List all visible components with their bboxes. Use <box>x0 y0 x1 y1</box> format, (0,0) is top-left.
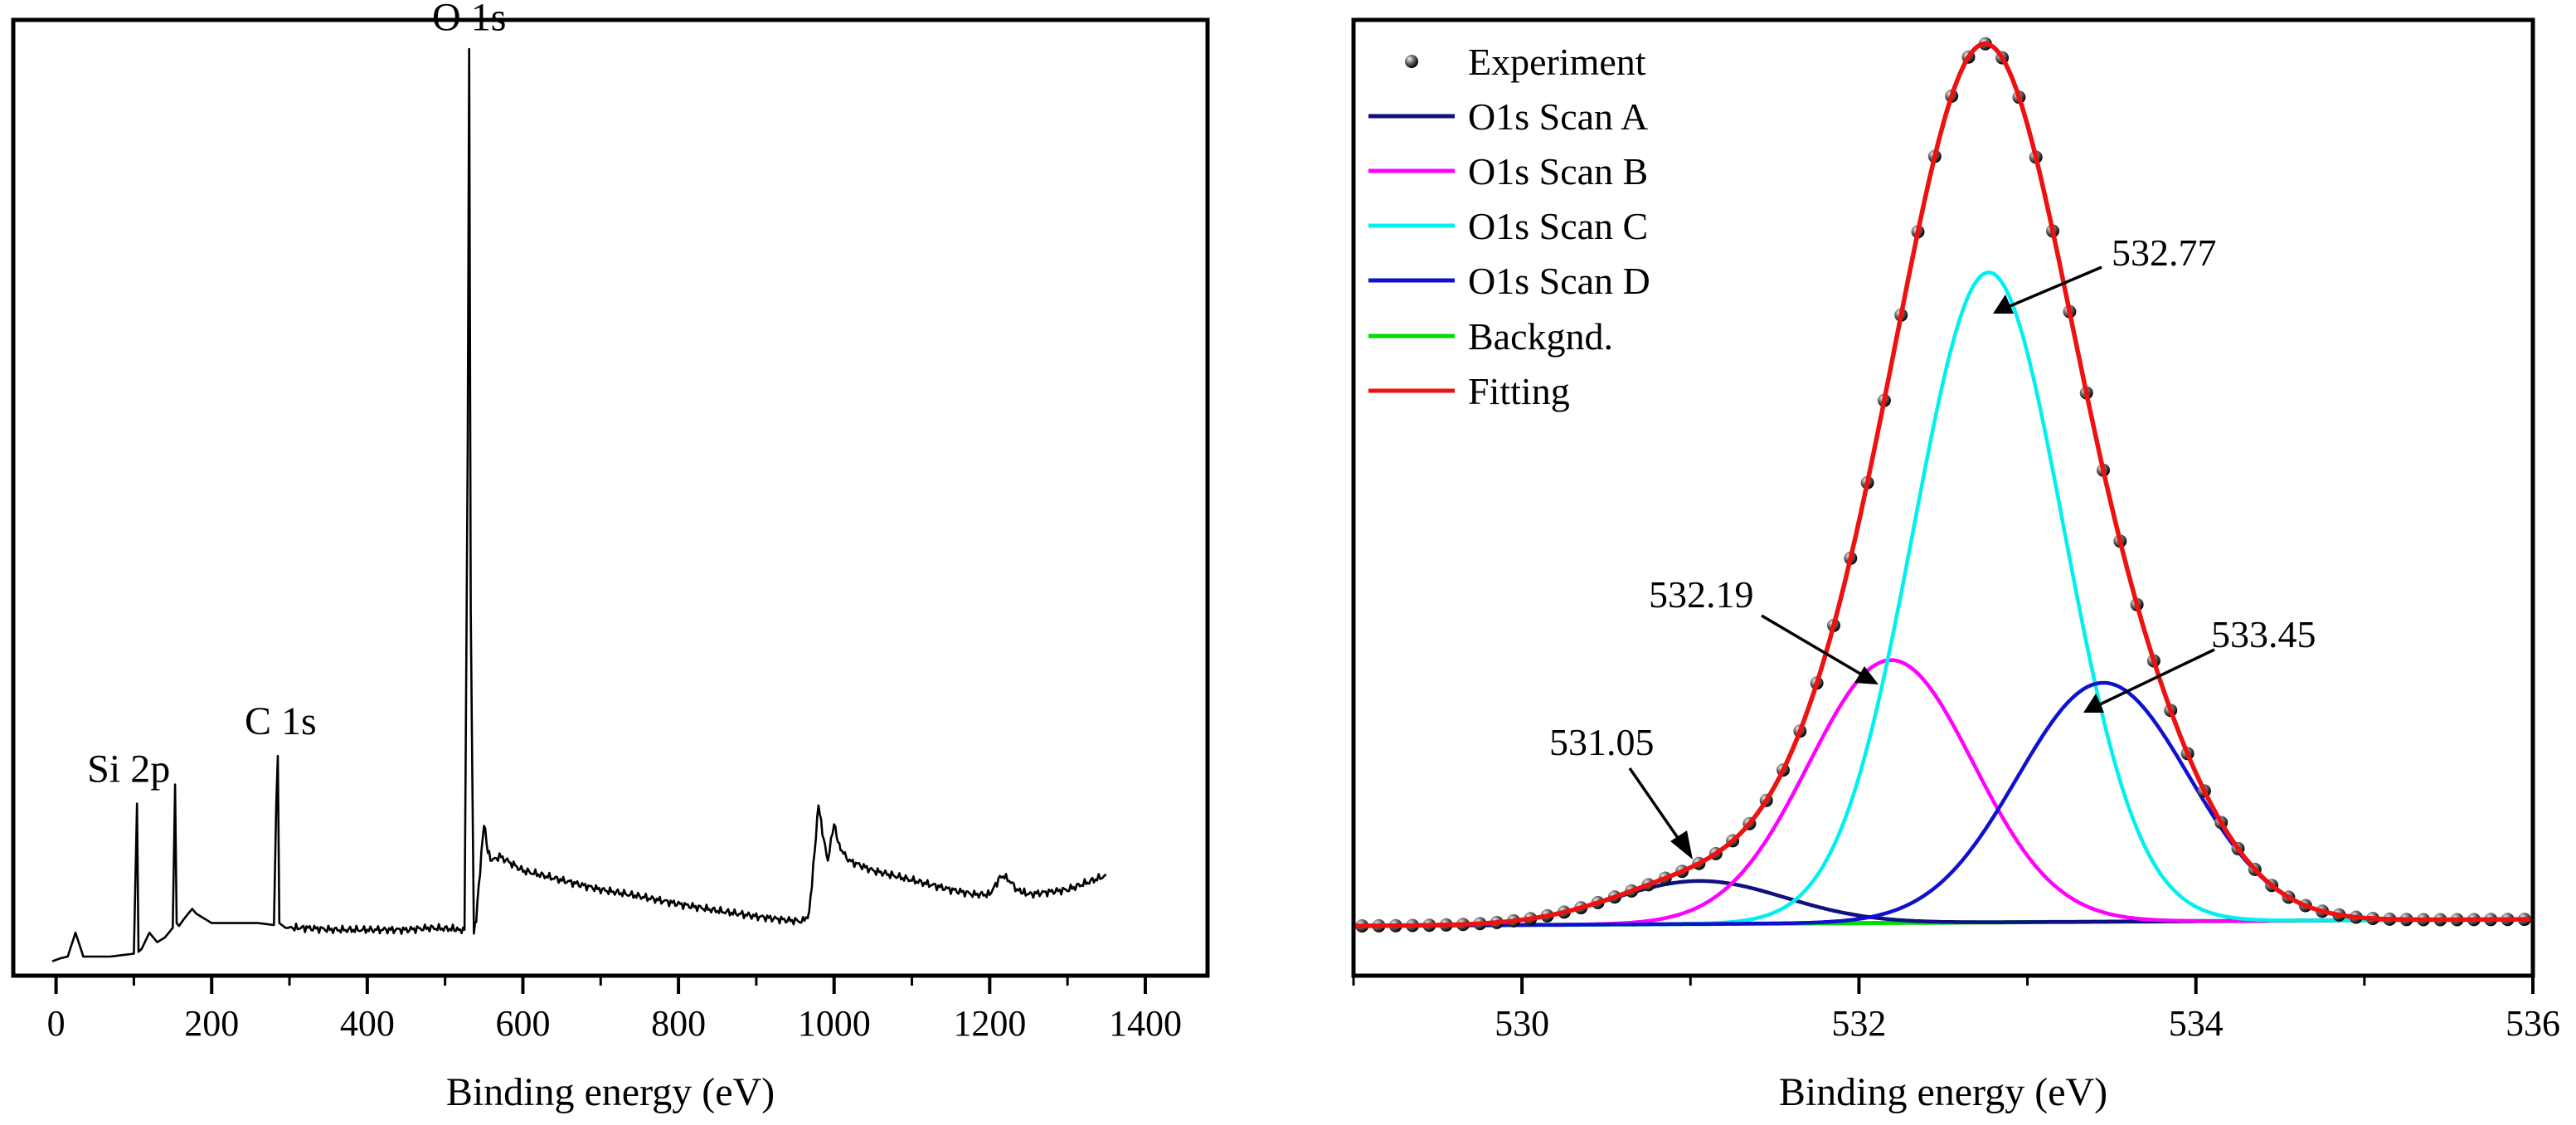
legend-item-scan-b: O1s Scan B <box>1368 150 1648 192</box>
x-tick-label: 800 <box>651 1003 706 1044</box>
legend-label: Fitting <box>1468 370 1570 412</box>
legend-label: O1s Scan B <box>1468 150 1648 192</box>
fit-legend: Experiment O1s Scan A O1s Scan B O1s Sca… <box>1368 41 1650 412</box>
x-tick-label: 1000 <box>798 1003 871 1044</box>
peak-arrow-531-05 <box>1628 767 1685 847</box>
legend-item-scan-d: O1s Scan D <box>1368 260 1650 302</box>
fit-x-axis-label: Binding energy (eV) <box>1779 1070 2107 1114</box>
fit-plot-frame <box>1351 17 2535 978</box>
survey-x-ticks: 0 200 400 600 800 1000 1200 1400 <box>47 976 1182 1044</box>
x-tick-label: 1400 <box>1109 1003 1182 1044</box>
scan-d-curve <box>1354 680 2533 928</box>
peak-label-531-05: 531.05 <box>1549 721 1655 763</box>
legend-item-experiment: Experiment <box>1405 41 1646 83</box>
survey-x-axis-label: Binding energy (eV) <box>446 1070 775 1114</box>
o1s-fit-panel: 530 532 534 536 Experiment O1s Scan A O1s S… <box>1351 17 2560 1114</box>
peak-label-533-45: 533.45 <box>2211 613 2316 655</box>
x-tick-label: 600 <box>495 1003 550 1044</box>
x-tick-label: 534 <box>2169 1003 2224 1044</box>
legend-ball-marker <box>1405 55 1418 68</box>
peak-label: Si 2p <box>87 748 170 791</box>
legend-label: Experiment <box>1468 41 1646 83</box>
peak-label: O 1s <box>432 0 506 40</box>
x-tick-label: 536 <box>2506 1003 2560 1044</box>
arrow-head <box>1854 666 1879 684</box>
survey-peak-labels: O 1s Si 2p C 1s <box>87 0 506 791</box>
peak-arrow-533-45 <box>2097 648 2215 707</box>
x-tick-label: 530 <box>1495 1003 1549 1044</box>
arrow-head <box>2083 694 2104 713</box>
survey-plot-frame <box>11 17 1210 978</box>
legend-item-scan-a: O1s Scan A <box>1368 95 1648 138</box>
peak-label: C 1s <box>245 699 317 743</box>
peak-arrow-532-77 <box>2007 265 2102 309</box>
arrow-head <box>1993 295 2014 314</box>
x-tick-label: 200 <box>184 1003 239 1044</box>
legend-item-background: Backgnd. <box>1368 315 1613 358</box>
arrow-head <box>1670 830 1693 860</box>
survey-spectrum-line <box>51 47 1107 962</box>
legend-item-fitting: Fitting <box>1368 370 1570 412</box>
peak-annotations: 531.05 532.19 532.77 533.45 <box>1549 231 2316 860</box>
peak-label-532-77: 532.77 <box>2112 231 2217 274</box>
scan-b-curve <box>1354 658 2533 928</box>
legend-item-scan-c: O1s Scan C <box>1368 205 1648 247</box>
fit-x-ticks: 530 532 534 536 <box>1352 976 2560 1044</box>
legend-label: O1s Scan C <box>1468 205 1648 247</box>
legend-label: O1s Scan D <box>1468 260 1650 302</box>
peak-arrow-532-19 <box>1761 614 1865 678</box>
x-tick-label: 0 <box>47 1003 66 1044</box>
legend-label: O1s Scan A <box>1468 95 1648 138</box>
peak-label-532-19: 532.19 <box>1649 573 1754 616</box>
x-tick-label: 400 <box>340 1003 395 1044</box>
x-tick-label: 1200 <box>953 1003 1026 1044</box>
legend-label: Backgnd. <box>1468 315 1613 358</box>
x-tick-label: 532 <box>1831 1003 1886 1044</box>
fitting-curve <box>1354 41 2533 928</box>
